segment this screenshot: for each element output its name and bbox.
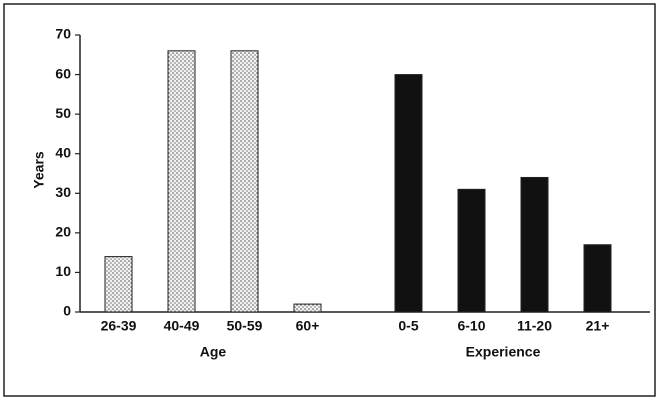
y-tick-label: 10 xyxy=(55,263,71,279)
y-tick-label: 40 xyxy=(55,144,71,160)
frame xyxy=(3,3,656,397)
bar xyxy=(457,188,486,313)
x-tick-label: 6-10 xyxy=(457,318,485,334)
group-label: Age xyxy=(200,344,227,360)
y-tick-label: 70 xyxy=(55,26,71,42)
x-tick-label: 40-49 xyxy=(164,318,200,334)
bar xyxy=(293,303,322,313)
bar xyxy=(167,50,196,313)
x-tick-label: 21+ xyxy=(586,318,610,334)
x-tick-label: 60+ xyxy=(296,318,320,334)
bar xyxy=(520,176,549,313)
group-label: Experience xyxy=(466,344,541,360)
x-tick-label: 11-20 xyxy=(517,318,552,334)
y-tick-label: 50 xyxy=(55,105,71,121)
x-tick-label: 0-5 xyxy=(398,318,418,334)
bar xyxy=(230,50,259,313)
x-tick-label: 26-39 xyxy=(101,318,137,334)
y-tick-label: 60 xyxy=(55,65,71,81)
x-tick-label: 50-59 xyxy=(227,318,263,334)
bar xyxy=(394,74,423,313)
y-tick-label: 0 xyxy=(63,303,71,319)
bar xyxy=(104,256,133,313)
bar xyxy=(583,244,612,313)
y-tick-label: 20 xyxy=(55,224,71,240)
y-axis-label: Years xyxy=(31,151,47,189)
y-tick-label: 30 xyxy=(55,184,71,200)
